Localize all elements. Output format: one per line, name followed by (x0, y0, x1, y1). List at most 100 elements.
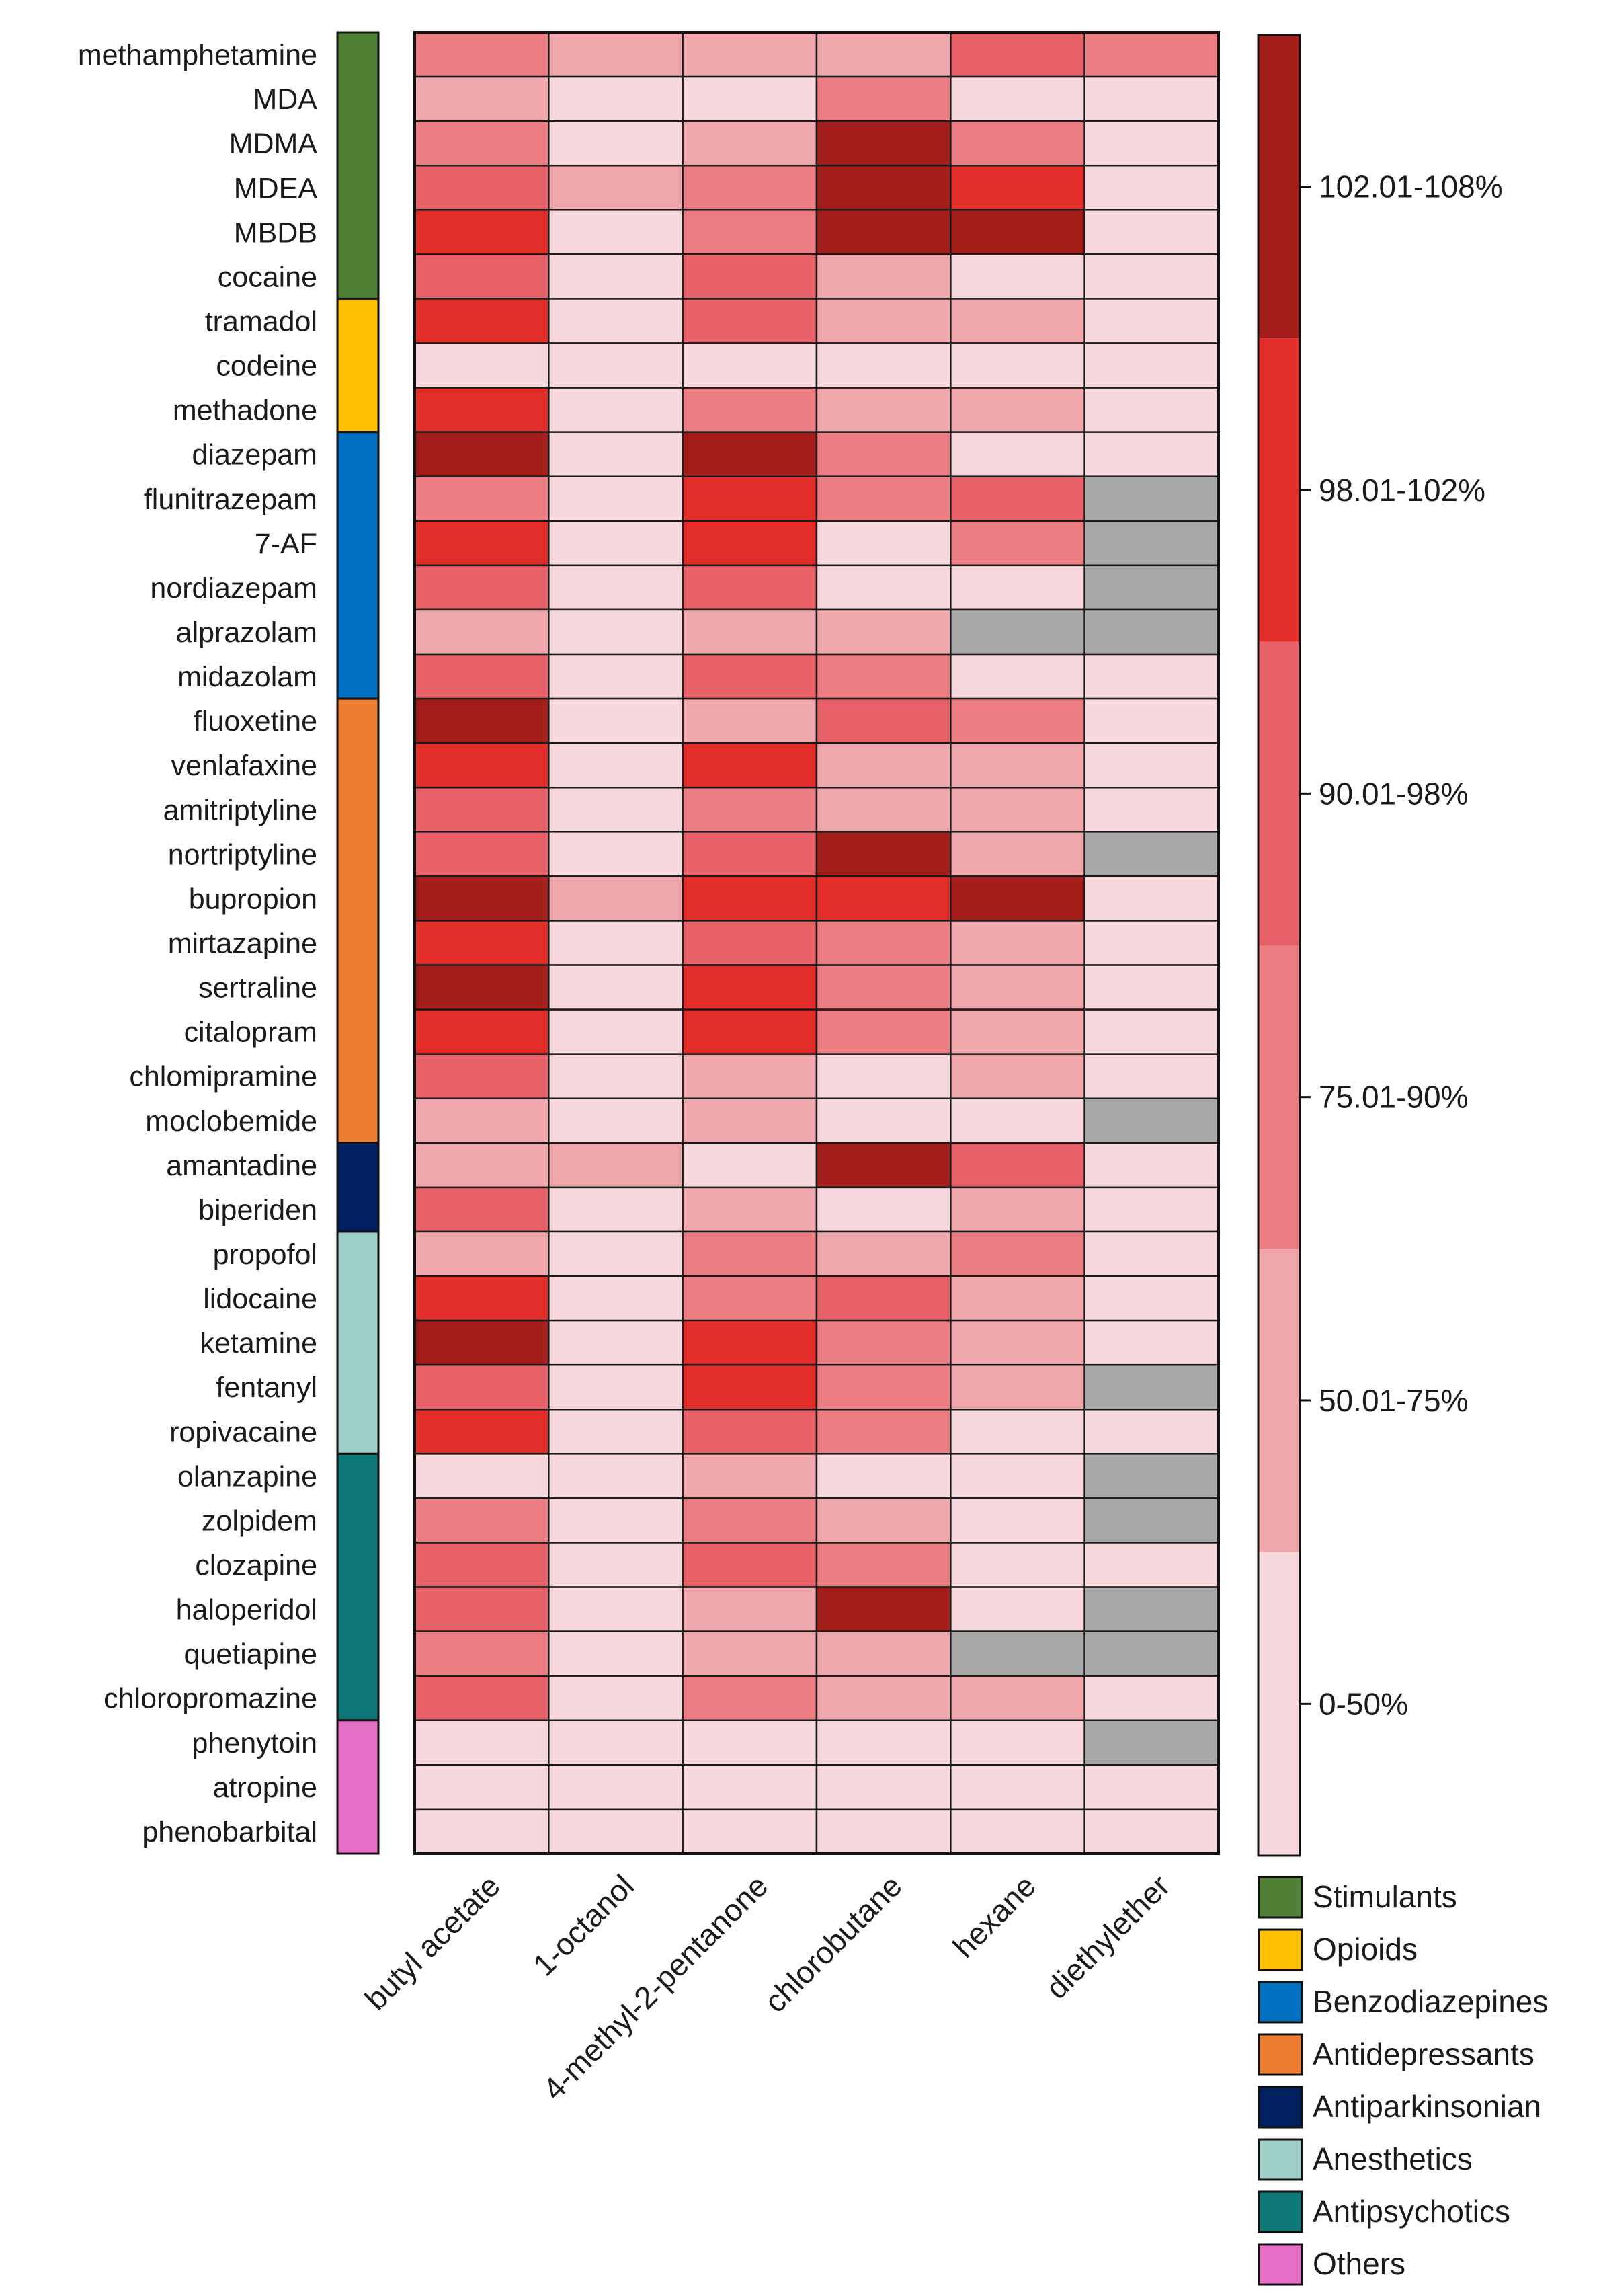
heatmap-cell (1083, 1053, 1220, 1100)
heatmap-cell (413, 742, 550, 789)
heatmap-cell (1083, 1409, 1220, 1455)
heatmap-cell (815, 1808, 952, 1855)
heatmap-cell (682, 1409, 818, 1455)
row-label: fentanyl (216, 1372, 317, 1404)
heatmap-cell (682, 120, 818, 167)
heatmap-cell (413, 431, 550, 477)
heatmap-cell (815, 209, 952, 255)
scale-swatch (1258, 35, 1300, 339)
row-label: clozapine (195, 1550, 317, 1582)
heatmap-cell (1083, 1675, 1220, 1722)
legend-label: Opioids (1313, 1932, 1418, 1967)
heatmap-cell (950, 1542, 1085, 1588)
column-label: 4-methyl-2-pentanone (536, 1868, 774, 2106)
heatmap-cell (548, 1186, 684, 1233)
heatmap-cell (548, 964, 684, 1011)
scale-label: 0-50% (1319, 1686, 1408, 1721)
heatmap-cell (815, 387, 952, 433)
heatmap-cell (682, 831, 818, 877)
heatmap-cell (548, 1542, 684, 1588)
heatmap-cell (1083, 1186, 1220, 1233)
heatmap-cell (815, 164, 952, 211)
heatmap-cell (548, 1630, 684, 1677)
row-label: flunitrazepam (144, 483, 317, 516)
heatmap-cell (682, 1719, 818, 1766)
heatmap-cell (682, 1675, 818, 1722)
heatmap-cell (413, 608, 550, 656)
column-label: chlorobutane (757, 1868, 909, 2019)
heatmap-cell (950, 431, 1085, 477)
heatmap-cell (413, 1719, 550, 1766)
heatmap-cell (1083, 1275, 1220, 1322)
heatmap-cell (413, 1764, 550, 1811)
heatmap-cell (950, 209, 1085, 255)
heatmap-cell (682, 697, 818, 744)
heatmap-cell (815, 1008, 952, 1055)
heatmap-cell (1083, 253, 1220, 300)
heatmap-cell (548, 742, 684, 789)
scale-label: 50.01-75% (1319, 1383, 1469, 1418)
heatmap-cell (815, 1675, 952, 1722)
legend-label: Stimulants (1313, 1879, 1457, 1914)
heatmap-cell (548, 1008, 684, 1055)
heatmap-cell (682, 1053, 818, 1100)
row-label: midazolam (177, 661, 317, 693)
heatmap-cell (413, 1363, 550, 1411)
heatmap-cell (1083, 875, 1220, 922)
heatmap-cell (548, 697, 684, 744)
heatmap-cell (548, 298, 684, 344)
group-bar-segment (336, 297, 380, 434)
heatmap-cell (950, 75, 1085, 122)
heatmap-cell (950, 742, 1085, 789)
heatmap-cell (682, 1186, 818, 1233)
heatmap-cell (815, 920, 952, 966)
heatmap-cell (413, 875, 550, 922)
heatmap-cell (1083, 1142, 1220, 1189)
heatmap-cell (682, 520, 818, 567)
heatmap-cell (548, 387, 684, 433)
heatmap-cell (1083, 608, 1220, 656)
scale-label: 75.01-90% (1319, 1080, 1469, 1115)
heatmap-cell (950, 253, 1085, 300)
heatmap-cell (548, 1453, 684, 1499)
heatmap-cell (1083, 1497, 1220, 1544)
scale-swatch (1258, 945, 1300, 1249)
heatmap-cell (1083, 475, 1220, 522)
heatmap-cell (1083, 831, 1220, 877)
heatmap-cell (950, 1675, 1085, 1722)
heatmap-cell (548, 786, 684, 833)
heatmap-cell (548, 831, 684, 877)
group-bar-segment (336, 31, 380, 300)
heatmap-cell (815, 1764, 952, 1811)
heatmap-cell (815, 298, 952, 344)
heatmap-cell (1083, 1363, 1220, 1411)
heatmap-cell (950, 1186, 1085, 1233)
row-label: diazepam (192, 439, 317, 471)
row-label: cocaine (218, 261, 317, 293)
heatmap-cell (1083, 1808, 1220, 1855)
heatmap-cell (1083, 1319, 1220, 1366)
heatmap-cell (548, 1586, 684, 1632)
heatmap-cell (413, 520, 550, 567)
heatmap-cell (682, 431, 818, 477)
row-label: phenobarbital (142, 1816, 317, 1848)
heatmap-cell (413, 1808, 550, 1855)
heatmap-cell (815, 1586, 952, 1632)
scale-label: 98.01-102% (1319, 473, 1485, 508)
heatmap-cell (950, 920, 1085, 966)
row-label: ketamine (200, 1327, 317, 1359)
row-label: atropine (213, 1772, 317, 1804)
heatmap-cell (682, 920, 818, 966)
legend-label: Antiparkinsonian (1313, 2089, 1541, 2124)
heatmap-cell (682, 1275, 818, 1322)
row-label: moclobemide (145, 1105, 317, 1138)
heatmap-cell (1083, 31, 1220, 78)
heatmap-cell (815, 1230, 952, 1277)
heatmap-cell (413, 786, 550, 833)
heatmap-cells (413, 31, 1220, 1855)
row-label: biperiden (198, 1194, 317, 1226)
heatmap-cell (815, 653, 952, 700)
heatmap-cell (548, 1275, 684, 1322)
group-bar-segment (336, 697, 380, 1144)
row-label: methamphetamine (78, 39, 317, 71)
